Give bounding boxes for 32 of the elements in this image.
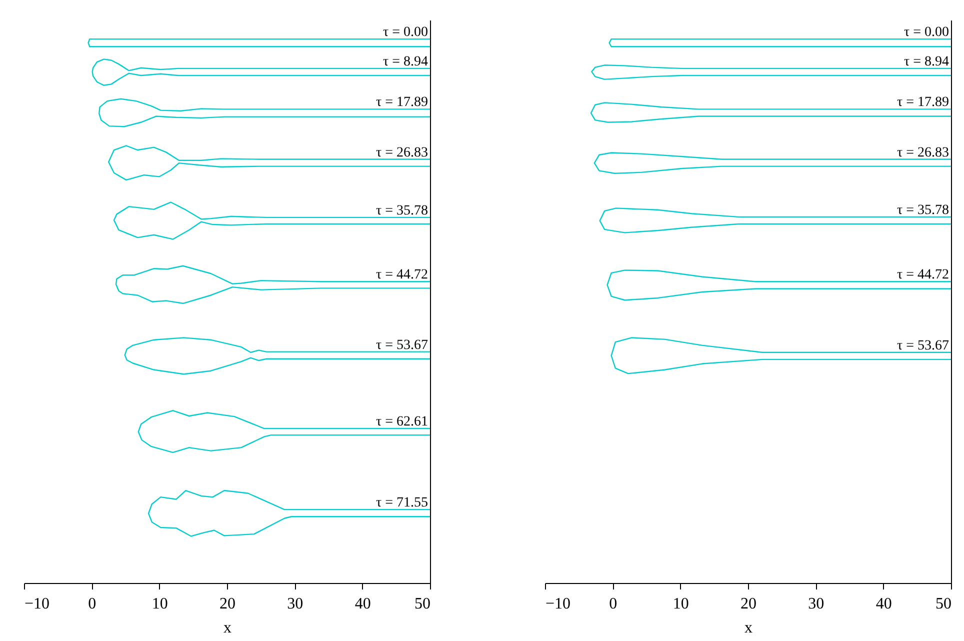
annotation: τ = 35.78 [376, 203, 428, 218]
x-tick-label: 0 [88, 596, 96, 612]
x-tick-label: 40 [354, 596, 371, 612]
x-tick-label: 50 [936, 596, 952, 612]
annotation: τ = 26.83 [896, 145, 949, 160]
annotation: τ = 26.83 [376, 145, 428, 160]
x-tick-label: −10 [24, 596, 50, 612]
x-tick-label: −10 [546, 596, 571, 612]
annotation: τ = 44.72 [896, 268, 949, 283]
annotation: τ = 53.67 [376, 338, 428, 353]
x-tick-label: 10 [672, 596, 689, 612]
annotation: τ = 17.89 [376, 95, 428, 110]
annotation: τ = 8.94 [382, 54, 428, 70]
annotation: τ = 53.67 [896, 338, 949, 354]
annotation: τ = 8.94 [904, 54, 949, 70]
x-tick-label: 20 [740, 596, 756, 612]
annotation: τ = 35.78 [896, 202, 949, 218]
x-tick-label: 30 [287, 596, 304, 612]
annotation: τ = 44.72 [376, 268, 428, 283]
annotation: τ = 71.55 [376, 496, 428, 511]
x-tick-label: 20 [220, 596, 236, 612]
x-tick-label: 30 [808, 596, 824, 612]
x-tick-label: 50 [414, 596, 430, 612]
x-tick-label: 40 [876, 596, 892, 612]
annotation: τ = 0.00 [382, 25, 428, 40]
x-tick-label: 10 [152, 596, 168, 612]
x-axis-title: x [744, 620, 752, 636]
x-axis-title: x [224, 620, 232, 636]
annotation: τ = 62.61 [376, 414, 428, 430]
annotation: τ = 0.00 [904, 25, 949, 40]
x-tick-label: 0 [609, 596, 618, 612]
annotation: τ = 17.89 [896, 95, 949, 110]
